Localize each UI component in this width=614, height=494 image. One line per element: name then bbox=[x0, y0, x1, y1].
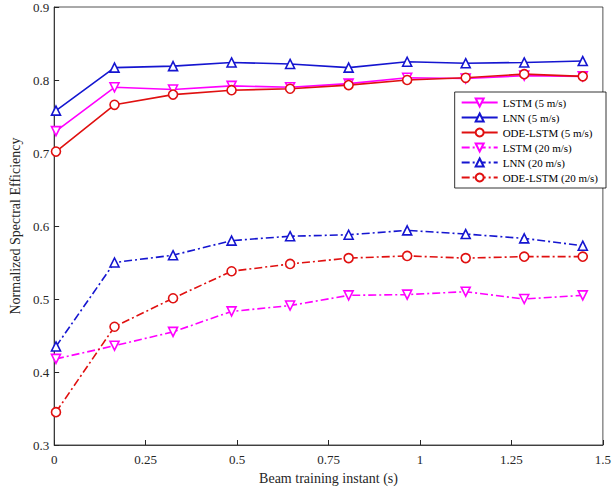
svg-text:0.7: 0.7 bbox=[33, 146, 50, 161]
svg-text:0.5: 0.5 bbox=[33, 292, 49, 307]
svg-text:ODE-LSTM (5 m/s): ODE-LSTM (5 m/s) bbox=[503, 127, 593, 140]
svg-text:Normalized Spectral Efficiency: Normalized Spectral Efficiency bbox=[8, 138, 23, 315]
svg-text:1.25: 1.25 bbox=[500, 452, 523, 467]
svg-text:0.25: 0.25 bbox=[134, 452, 157, 467]
svg-text:LSTM (5 m/s): LSTM (5 m/s) bbox=[503, 97, 567, 110]
svg-text:0.5: 0.5 bbox=[229, 452, 245, 467]
svg-text:Beam training instant (s): Beam training instant (s) bbox=[259, 471, 398, 487]
svg-text:0.75: 0.75 bbox=[317, 452, 340, 467]
svg-text:0.6: 0.6 bbox=[33, 219, 50, 234]
svg-text:0: 0 bbox=[51, 452, 58, 467]
svg-text:1.5: 1.5 bbox=[595, 452, 611, 467]
svg-text:LSTM (20 m/s): LSTM (20 m/s) bbox=[503, 142, 572, 155]
svg-text:ODE-LSTM (20 m/s): ODE-LSTM (20 m/s) bbox=[503, 172, 599, 185]
svg-text:0.8: 0.8 bbox=[33, 73, 49, 88]
svg-text:LNN (20 m/s): LNN (20 m/s) bbox=[503, 157, 566, 170]
svg-text:0.4: 0.4 bbox=[33, 365, 50, 380]
svg-text:0.3: 0.3 bbox=[33, 438, 49, 453]
svg-text:0.9: 0.9 bbox=[33, 0, 49, 15]
svg-text:1: 1 bbox=[417, 452, 424, 467]
svg-text:LNN (5 m/s): LNN (5 m/s) bbox=[503, 112, 560, 125]
